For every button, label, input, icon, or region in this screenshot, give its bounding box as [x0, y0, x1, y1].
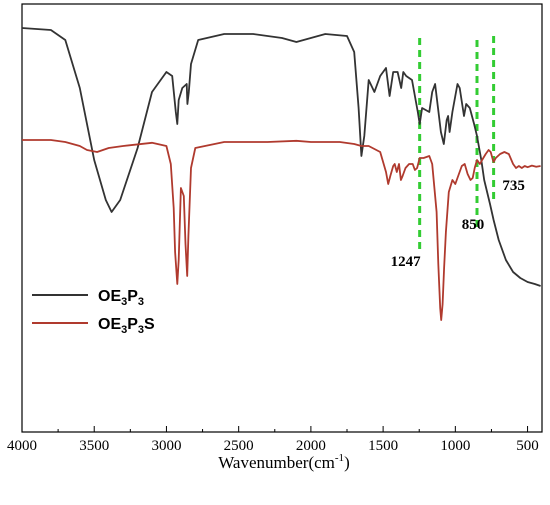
legend-label-oe3p3s: OE3P3S	[98, 316, 155, 336]
x-axis-title-sup: -1	[335, 452, 344, 464]
legend-oe3p3-part-2: 3	[121, 296, 127, 308]
annotation-1247: 1247	[391, 254, 422, 270]
legend-oe3p3s-part-5: S	[144, 316, 155, 333]
x-tick-label-3000: 3000	[151, 438, 181, 454]
x-tick-label-4000: 4000	[7, 438, 37, 454]
x-axis-ticks: 4000 3500 3000 2500 2000 1500 1000 500	[7, 426, 539, 454]
legend-oe3p3s-part-3: P	[127, 316, 138, 333]
x-tick-label-1000: 1000	[440, 438, 470, 454]
series-lines	[21, 27, 541, 321]
legend: OE3P3 OE3P3S	[32, 288, 155, 336]
legend-oe3p3s-part-1: OE	[98, 316, 121, 333]
series-line-oe3p3	[21, 27, 541, 287]
x-tick-label-2000: 2000	[296, 438, 326, 454]
peak-markers	[418, 36, 496, 250]
plot-frame	[21, 3, 543, 433]
legend-oe3p3-part-1: OE	[98, 288, 121, 305]
legend-oe3p3s-part-2: 3	[121, 324, 127, 336]
x-tick-label-500: 500	[516, 438, 539, 454]
series-line-oe3p3s	[22, 139, 541, 321]
x-axis-title-close: )	[344, 453, 350, 472]
annotation-850: 850	[462, 217, 485, 233]
x-tick-label-3500: 3500	[79, 438, 109, 454]
annotation-735: 735	[502, 178, 525, 194]
legend-oe3p3-part-3: P	[127, 288, 138, 305]
x-tick-label-2500: 2500	[224, 438, 254, 454]
x-tick-label-1500: 1500	[368, 438, 398, 454]
x-axis-title-main: Wavenumber(cm	[218, 453, 335, 472]
legend-oe3p3s-part-4: 3	[138, 324, 144, 336]
legend-label-oe3p3: OE3P3	[98, 288, 144, 308]
legend-oe3p3-part-4: 3	[138, 296, 144, 308]
x-axis-title: Wavenumber(cm-1)	[218, 452, 349, 472]
peak-annotations: 1247 850 735	[391, 178, 525, 270]
